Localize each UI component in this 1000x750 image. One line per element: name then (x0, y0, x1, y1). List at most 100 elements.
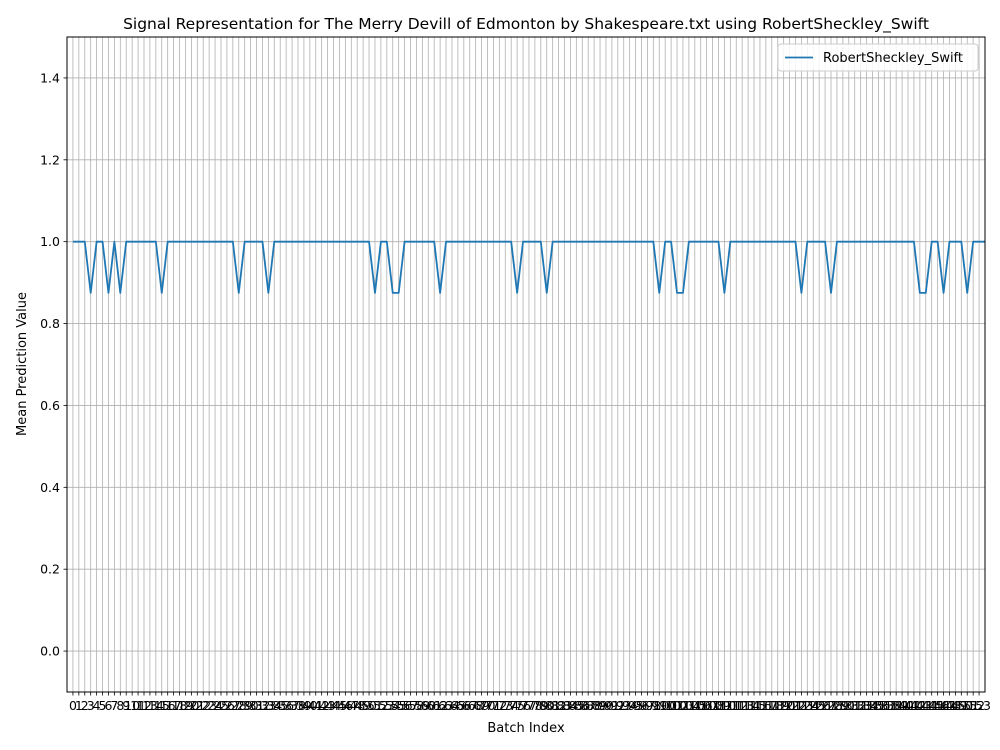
x-tick-label: 36 (278, 698, 294, 713)
y-tick-label: 0.8 (40, 316, 60, 331)
x-tick-label: 47 (343, 698, 359, 713)
x-tick-label: 79 (533, 698, 549, 713)
x-tick-label: 151 (955, 698, 979, 713)
x-tick-label: 111 (718, 698, 742, 713)
x-tick-label: 19 (177, 698, 193, 713)
x-tick-label: 22 (195, 698, 211, 713)
x-tick-label: 102 (665, 698, 689, 713)
x-tick-label: 62 (432, 698, 448, 713)
series-lines (72, 240, 985, 294)
x-tick-label: 8 (116, 698, 124, 713)
x-tick-label: 119 (766, 698, 790, 713)
x-tick-label: 118 (760, 698, 784, 713)
x-tick-label: 84 (562, 698, 578, 713)
x-tick-label: 5 (99, 698, 107, 713)
x-tick-label: 46 (337, 698, 353, 713)
x-tick-label: 73 (497, 698, 513, 713)
x-tick-label: 49 (355, 698, 371, 713)
x-tick-label: 137 (872, 698, 896, 713)
series-line-0 (72, 240, 985, 294)
x-tick-label: 115 (742, 698, 766, 713)
x-tick-label: 114 (736, 698, 760, 713)
x-tick-label: 37 (284, 698, 300, 713)
x-tick-label: 14 (148, 698, 164, 713)
x-tick-label: 113 (730, 698, 754, 713)
x-tick-label: 67 (462, 698, 478, 713)
legend-box (777, 43, 979, 72)
x-tick-label: 105 (683, 698, 707, 713)
x-tick-label: 18 (172, 698, 188, 713)
x-tick-label: 93 (616, 698, 632, 713)
x-tick-label: 29 (237, 698, 253, 713)
x-tick-label: 148 (938, 698, 962, 713)
x-tick-label: 97 (639, 698, 655, 713)
x-tick-label: 71 (485, 698, 501, 713)
y-axis-ticks: 0.0 0.2 0.4 0.6 0.8 1.0 1.2 1.4 (40, 70, 67, 659)
x-tick-label: 87 (580, 698, 596, 713)
x-tick-label: 74 (503, 698, 519, 713)
x-tick-label: 43 (320, 698, 336, 713)
x-tick-label: 31 (249, 698, 265, 713)
x-tick-label: 110 (712, 698, 736, 713)
x-tick-label: 91 (604, 698, 620, 713)
x-tick-label: 76 (515, 698, 531, 713)
x-tick-label: 64 (444, 698, 460, 713)
y-tick-label: 0.2 (40, 562, 60, 577)
x-tick-label: 45 (331, 698, 347, 713)
x-tick-label: 23 (201, 698, 217, 713)
x-tick-label: 11 (130, 698, 146, 713)
x-tick-label: 34 (266, 698, 282, 713)
x-tick-label: 96 (634, 698, 650, 713)
x-tick-label: 1 (75, 698, 83, 713)
x-tick-label: 106 (689, 698, 713, 713)
x-tick-label: 103 (671, 698, 695, 713)
x-tick-label: 60 (420, 698, 436, 713)
x-tick-label: 13 (142, 698, 158, 713)
x-tick-label: 89 (592, 698, 608, 713)
legend: RobertSheckley_Swift (777, 43, 979, 72)
x-tick-label: 85 (568, 698, 584, 713)
x-tick-label: 82 (551, 698, 567, 713)
x-tick-label: 75 (509, 698, 525, 713)
x-tick-label: 141 (896, 698, 920, 713)
x-tick-label: 109 (707, 698, 731, 713)
x-tick-label: 90 (598, 698, 614, 713)
chart-title: Signal Representation for The Merry Devi… (123, 15, 929, 34)
x-tick-label: 98 (645, 698, 661, 713)
x-tick-label: 122 (784, 698, 808, 713)
x-tick-label: 133 (849, 698, 873, 713)
y-tick-label: 0.6 (40, 398, 60, 413)
x-tick-label: 147 (932, 698, 956, 713)
x-tick-label: 130 (831, 698, 855, 713)
x-tick-label: 65 (450, 698, 466, 713)
legend-label-robertsheckley-swift: RobertSheckley_Swift (823, 51, 963, 66)
x-tick-label: 144 (914, 698, 938, 713)
x-tick-label: 66 (456, 698, 472, 713)
x-tick-label: 108 (701, 698, 725, 713)
x-tick-label: 50 (361, 698, 377, 713)
y-tick-label: 1.4 (40, 70, 60, 85)
x-tick-label: 25 (213, 698, 229, 713)
x-tick-label: 145 (920, 698, 944, 713)
x-tick-label: 70 (480, 698, 496, 713)
x-axis-ticks: 0123456789101112131415161718192021222324… (69, 692, 991, 713)
x-tick-label: 146 (926, 698, 950, 713)
x-tick-label: 126 (807, 698, 831, 713)
x-tick-label: 107 (695, 698, 719, 713)
x-tick-label: 94 (622, 698, 638, 713)
x-tick-label: 42 (314, 698, 330, 713)
x-tick-label: 149 (943, 698, 967, 713)
x-tick-label: 4 (93, 698, 101, 713)
x-tick-label: 129 (825, 698, 849, 713)
x-tick-label: 0 (69, 698, 77, 713)
x-tick-label: 100 (653, 698, 677, 713)
x-tick-label: 7 (110, 698, 118, 713)
x-tick-label: 134 (855, 698, 879, 713)
y-tick-label: 1.2 (40, 152, 60, 167)
x-tick-label: 112 (724, 698, 748, 713)
x-tick-label: 33 (260, 698, 276, 713)
x-tick-label: 99 (651, 698, 667, 713)
x-tick-label: 124 (795, 698, 819, 713)
x-tick-label: 132 (843, 698, 867, 713)
